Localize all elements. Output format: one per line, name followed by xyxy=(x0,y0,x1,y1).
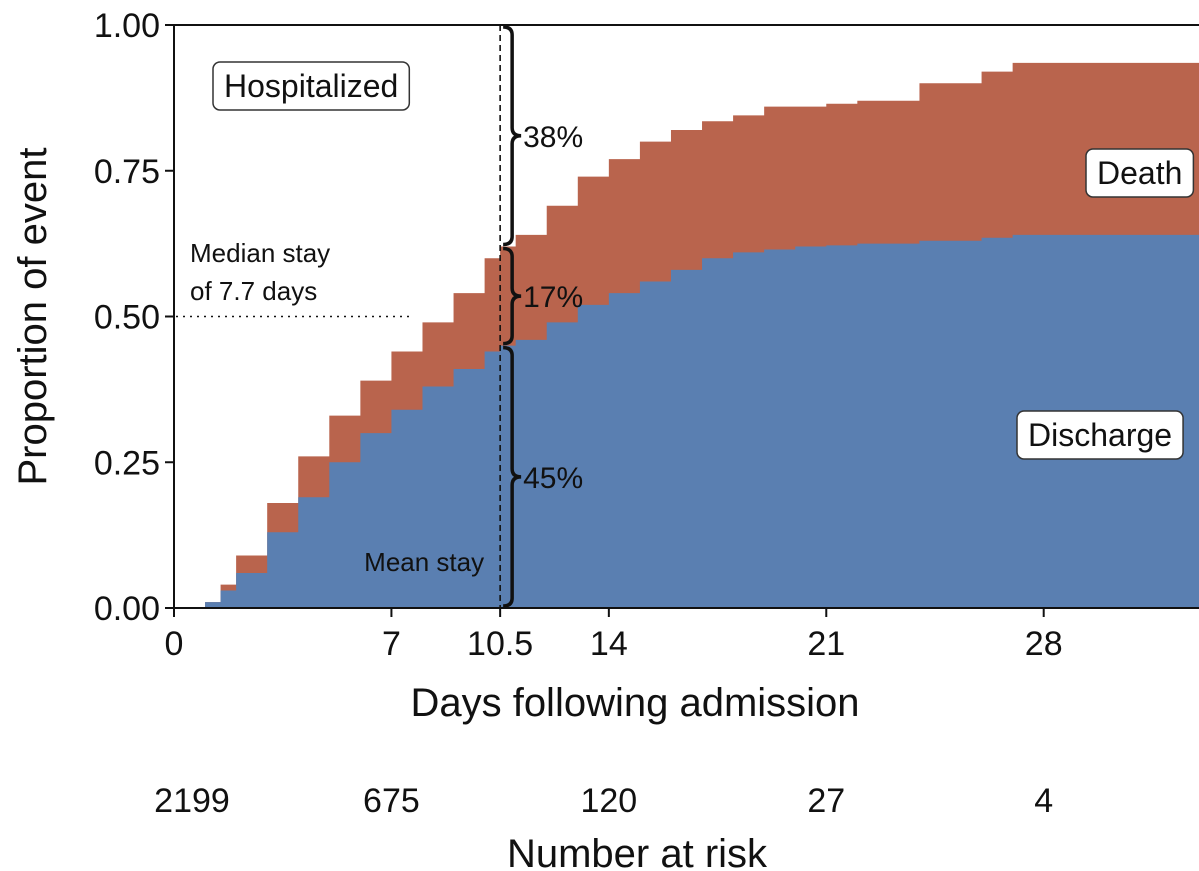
annotations: Median stay of 7.7 days Mean stay xyxy=(190,238,484,577)
x-tick-label: 21 xyxy=(807,625,845,663)
number-at-risk-value: 675 xyxy=(363,782,420,820)
x-axis-title: Days following admission xyxy=(410,681,859,725)
brace-percent-label: 45% xyxy=(523,462,583,495)
median-stay-annotation-line2: of 7.7 days xyxy=(190,276,317,306)
y-tick-label: 0.75 xyxy=(94,153,160,191)
number-at-risk-value: 27 xyxy=(807,782,845,820)
discharge-label: Discharge xyxy=(1028,417,1172,453)
x-tick-label: 7 xyxy=(382,625,401,663)
brace xyxy=(503,25,522,247)
discharge-label-box xyxy=(1016,410,1184,460)
y-tick-label: 0.25 xyxy=(94,444,160,482)
y-tick-label: 0.50 xyxy=(94,299,160,337)
median-stay-annotation-line1: Median stay xyxy=(190,238,330,268)
death-label: Death xyxy=(1097,155,1182,191)
brace-percent-label: 38% xyxy=(523,121,583,154)
number-at-risk-table: Number at risk 2199 675 120 27 4 xyxy=(154,782,1053,871)
death-label-box xyxy=(1085,148,1195,198)
y-tick-label: 1.00 xyxy=(94,7,160,45)
y-tick-label: 0.00 xyxy=(94,590,160,628)
discharge-area xyxy=(174,234,1199,608)
axes: 0.00 0.25 0.50 0.75 1.00 0 7 10.5 14 21 28 xyxy=(94,7,1199,663)
plot-area: 45% 17% 38% xyxy=(174,25,1199,608)
brace xyxy=(503,345,522,608)
number-at-risk-value: 4 xyxy=(1034,782,1053,820)
y-axis-title: Proportion of event xyxy=(11,148,55,486)
region-labels: Hospitalized Death Discharge xyxy=(212,61,1195,460)
brace xyxy=(503,246,522,346)
hospitalized-label: Hospitalized xyxy=(224,68,398,104)
brace-percent-label: 17% xyxy=(523,281,583,314)
x-tick-label: 10.5 xyxy=(467,625,533,663)
x-tick-label: 0 xyxy=(165,625,184,663)
hospitalized-label-box xyxy=(212,61,411,111)
number-at-risk-value: 2199 xyxy=(154,782,230,820)
mean-stay-annotation: Mean stay xyxy=(364,547,484,577)
x-tick-label: 14 xyxy=(590,625,628,663)
number-at-risk-title: Number at risk xyxy=(507,832,768,871)
number-at-risk-value: 120 xyxy=(580,782,637,820)
x-tick-label: 28 xyxy=(1025,625,1063,663)
